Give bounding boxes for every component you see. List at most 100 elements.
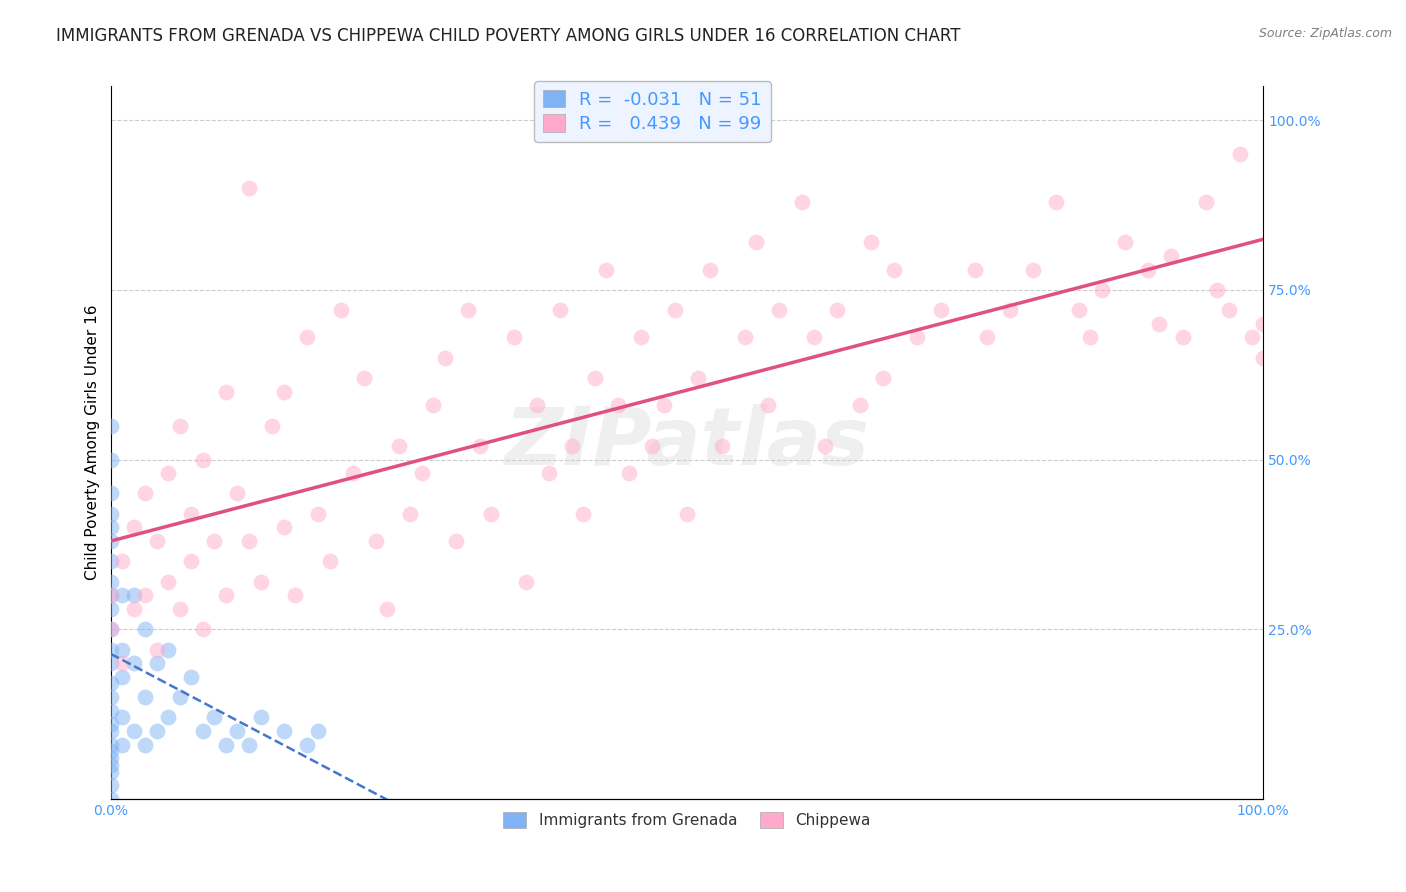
- Point: [111, 642, 134, 657]
- Point: [249, 574, 271, 589]
- Point: [756, 398, 779, 412]
- Point: [768, 303, 790, 318]
- Point: [515, 574, 537, 589]
- Point: [526, 398, 548, 412]
- Point: [146, 656, 169, 670]
- Point: [411, 466, 433, 480]
- Point: [157, 466, 180, 480]
- Point: [100, 764, 122, 779]
- Point: [191, 452, 214, 467]
- Point: [146, 723, 169, 738]
- Point: [100, 418, 122, 433]
- Point: [965, 262, 987, 277]
- Point: [1194, 194, 1216, 209]
- Point: [1240, 330, 1263, 344]
- Point: [572, 507, 595, 521]
- Point: [238, 738, 260, 752]
- Point: [100, 622, 122, 636]
- Point: [100, 574, 122, 589]
- Point: [307, 507, 329, 521]
- Point: [146, 533, 169, 548]
- Point: [375, 602, 398, 616]
- Point: [100, 717, 122, 731]
- Point: [122, 588, 145, 602]
- Point: [814, 439, 837, 453]
- Point: [803, 330, 825, 344]
- Point: [100, 588, 122, 602]
- Point: [134, 738, 156, 752]
- Point: [100, 602, 122, 616]
- Point: [273, 520, 295, 534]
- Point: [710, 439, 733, 453]
- Point: [134, 588, 156, 602]
- Point: [111, 554, 134, 568]
- Point: [664, 303, 686, 318]
- Point: [100, 588, 122, 602]
- Point: [688, 371, 710, 385]
- Point: [446, 533, 468, 548]
- Point: [1078, 330, 1101, 344]
- Point: [100, 751, 122, 765]
- Point: [860, 235, 883, 250]
- Point: [215, 738, 238, 752]
- Point: [100, 723, 122, 738]
- Point: [353, 371, 375, 385]
- Text: IMMIGRANTS FROM GRENADA VS CHIPPEWA CHILD POVERTY AMONG GIRLS UNDER 16 CORRELATI: IMMIGRANTS FROM GRENADA VS CHIPPEWA CHIL…: [56, 27, 960, 45]
- Point: [111, 588, 134, 602]
- Point: [180, 554, 202, 568]
- Point: [100, 778, 122, 792]
- Point: [1136, 262, 1159, 277]
- Point: [169, 602, 191, 616]
- Point: [100, 520, 122, 534]
- Point: [249, 710, 271, 724]
- Point: [122, 656, 145, 670]
- Point: [503, 330, 526, 344]
- Point: [100, 758, 122, 772]
- Point: [318, 554, 340, 568]
- Point: [976, 330, 998, 344]
- Point: [641, 439, 664, 453]
- Point: [100, 486, 122, 500]
- Point: [676, 507, 699, 521]
- Point: [122, 520, 145, 534]
- Point: [180, 670, 202, 684]
- Point: [1091, 283, 1114, 297]
- Point: [134, 690, 156, 704]
- Point: [238, 181, 260, 195]
- Point: [330, 303, 353, 318]
- Point: [1251, 317, 1274, 331]
- Point: [548, 303, 571, 318]
- Point: [745, 235, 768, 250]
- Point: [606, 398, 628, 412]
- Point: [457, 303, 479, 318]
- Point: [630, 330, 652, 344]
- Point: [399, 507, 422, 521]
- Point: [191, 622, 214, 636]
- Point: [342, 466, 364, 480]
- Point: [157, 574, 180, 589]
- Point: [479, 507, 502, 521]
- Point: [699, 262, 721, 277]
- Point: [1229, 147, 1251, 161]
- Text: Source: ZipAtlas.com: Source: ZipAtlas.com: [1258, 27, 1392, 40]
- Point: [262, 418, 284, 433]
- Point: [537, 466, 560, 480]
- Point: [169, 690, 191, 704]
- Point: [583, 371, 606, 385]
- Point: [883, 262, 905, 277]
- Point: [100, 452, 122, 467]
- Point: [204, 710, 226, 724]
- Point: [111, 738, 134, 752]
- Point: [998, 303, 1021, 318]
- Point: [134, 486, 156, 500]
- Point: [1067, 303, 1090, 318]
- Point: [100, 792, 122, 806]
- Point: [215, 588, 238, 602]
- Point: [122, 723, 145, 738]
- Point: [1171, 330, 1194, 344]
- Point: [157, 642, 180, 657]
- Point: [180, 507, 202, 521]
- Point: [433, 351, 456, 365]
- Point: [652, 398, 675, 412]
- Point: [273, 384, 295, 399]
